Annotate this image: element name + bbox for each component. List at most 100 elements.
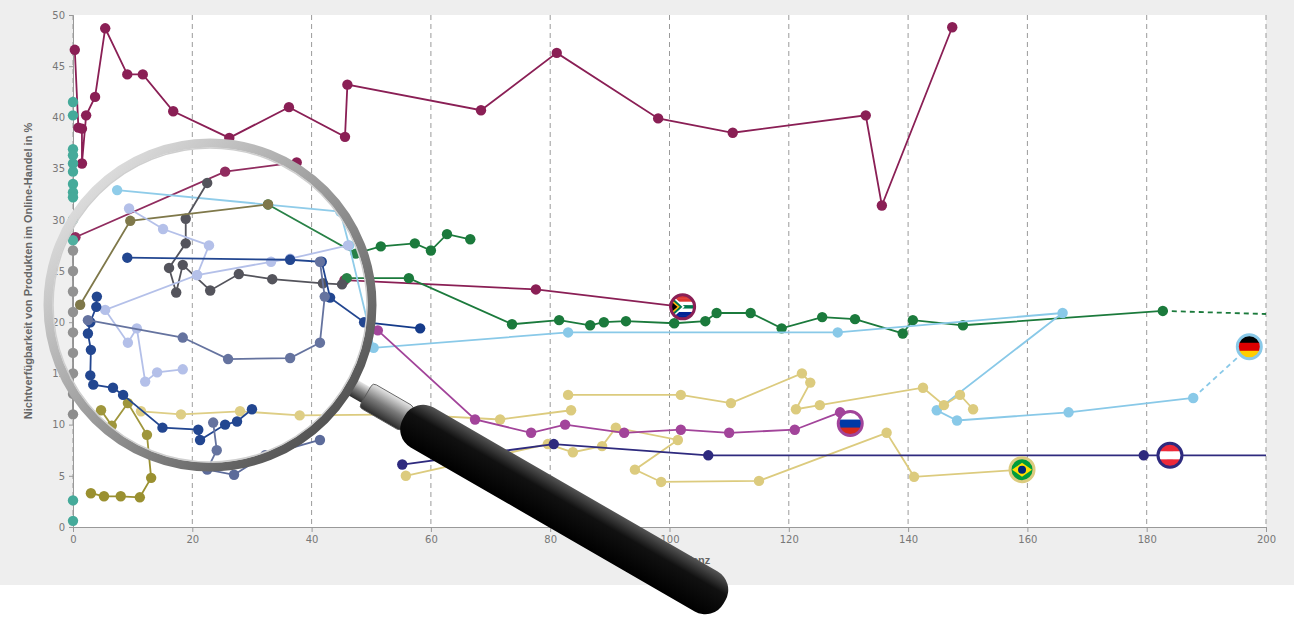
flag [671,295,695,320]
y-tick-label: 30 [52,215,65,226]
flags [671,295,1262,482]
data-point [726,398,736,408]
y-tick-label: 40 [52,112,65,123]
x-tick-label: 80 [544,534,557,545]
data-point [676,390,686,400]
x-tick-label: 200 [1257,534,1276,545]
magnifier-handle [392,397,735,622]
data-point [968,404,978,414]
grid-line [1266,15,1267,527]
data-point [90,92,100,102]
data-point [791,404,801,414]
data-point [797,368,807,378]
flag-stripe [1158,451,1182,460]
data-point [531,284,541,294]
grid-line [1146,15,1147,527]
flag-globe [1018,466,1026,474]
data-point [599,317,609,327]
data-point [77,158,87,168]
x-tick-mark [1027,527,1028,532]
data-point [410,238,420,248]
data-point [955,390,965,400]
chart-container: 0204060801001201401601802000510152025303… [0,0,1294,635]
y-tick-mark [69,66,73,67]
flag-ring [1237,335,1261,359]
data-point [507,319,517,329]
data-point [918,383,928,393]
x-tick: 40 [306,527,319,545]
x-tick-label: 20 [186,534,199,545]
data-point [1139,450,1149,460]
outer-background [0,0,1294,585]
magnifier-handle-group [341,367,736,622]
flag [1010,458,1034,483]
x-axis: 020406080100120140160180200 [70,527,1276,545]
data-point [68,409,78,419]
x-tick-mark [908,527,909,532]
data-point [815,400,825,410]
data-point [229,470,239,480]
grid-line [908,15,909,527]
data-point [68,495,78,505]
data-point [284,102,294,112]
data-point [397,459,407,469]
x-tick: 20 [186,527,199,545]
data-point [560,419,570,429]
data-point [138,69,148,79]
flag [1237,335,1261,360]
data-point [526,428,536,438]
data-point [315,435,325,445]
y-tick-label: 10 [52,419,65,430]
data-point [939,400,949,410]
grid-line [669,15,670,527]
magnifier-inner-rim [53,148,367,462]
data-point [619,428,629,438]
data-point [566,405,576,415]
series [1170,455,1266,456]
data-point [563,390,573,400]
x-tick-label: 60 [425,534,438,545]
data-point [861,110,871,120]
data-point [817,312,827,322]
data-point [621,316,631,326]
x-tick-mark [1147,527,1148,532]
data-point [552,48,562,58]
data-point [99,491,109,501]
data-point [470,414,480,424]
data-point [568,447,578,457]
data-point [415,323,425,333]
flag-stripe [1010,458,1034,483]
x-tick-label: 120 [780,534,799,545]
data-point [703,450,713,460]
data-point [745,308,755,318]
series-line [568,373,973,409]
series [563,368,978,414]
data-point [653,113,663,123]
x-tick: 0 [70,527,76,545]
y-tick-label: 50 [52,10,65,21]
data-point [554,315,564,325]
flag-ring [671,295,695,319]
series-line [1163,311,1266,314]
x-tick-label: 180 [1138,534,1157,545]
data-point [833,327,843,337]
series-line [1170,454,1266,456]
x-tick: 60 [425,527,438,545]
y-tick-mark [69,476,73,477]
flag [838,412,862,437]
data-point [442,229,452,239]
data-point [100,23,110,33]
x-tick-mark [670,527,671,532]
data-point [676,425,686,435]
y-axis-title: Nichtverfügbarkeit von Produkten im Onli… [22,123,34,420]
y-tick-label: 0 [59,522,65,533]
data-point [401,471,411,481]
data-point [898,328,908,338]
data-point [908,315,918,325]
data-point [728,128,738,138]
data-point [495,414,505,424]
data-point [754,476,764,486]
data-point [585,320,595,330]
chart-svg: 0204060801001201401601802000510152025303… [0,0,1294,635]
data-point [947,22,957,32]
